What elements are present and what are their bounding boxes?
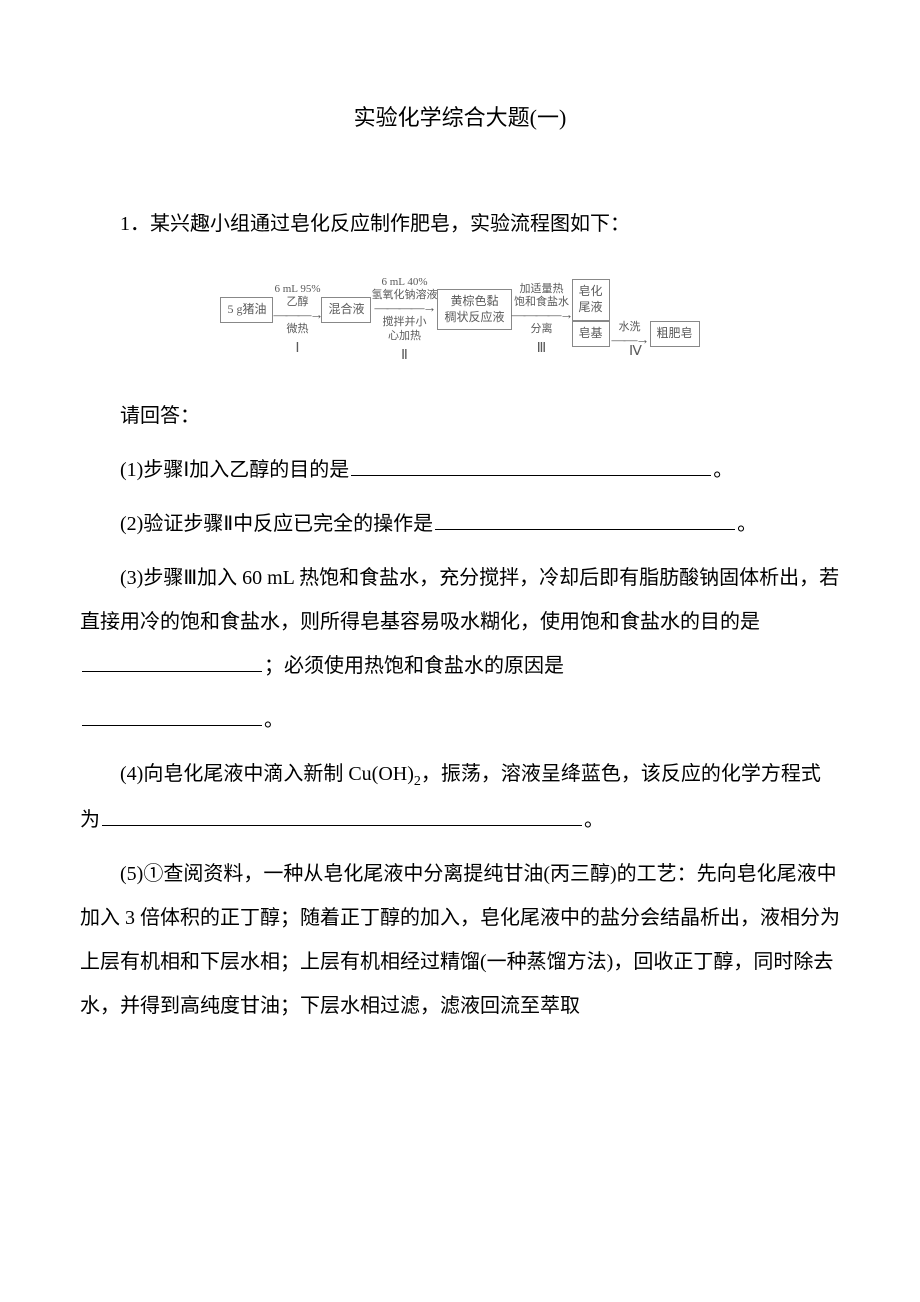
- flow-arrow-3-bottom: 分离: [531, 323, 553, 336]
- flow-col-1: 5 g猪油: [220, 297, 273, 343]
- flow-arrow-1: 6 mL 95% 乙醇 ———→ 微热: [273, 283, 321, 337]
- flow-arrow-1-mid: 乙醇: [286, 296, 308, 309]
- flow-arrow-4-label: 水洗: [619, 321, 641, 334]
- q4-post: 。: [584, 809, 604, 831]
- q3-line1: (3)步骤Ⅲ加入 60 mL 热饱和食盐水，充分搅拌，冷却后即有脂肪酸钠固体析出…: [80, 567, 839, 633]
- blank-field: [435, 529, 735, 530]
- flow-arrow-2: 6 mL 40% 氢氧化钠溶液 ————→ 搅拌并小 心加热: [371, 276, 437, 343]
- prompt-text: 请回答：: [80, 394, 840, 438]
- arrow-icon: ————→: [512, 309, 572, 323]
- flow-step-1: Ⅰ: [295, 340, 299, 357]
- flow-box-5: 粗肥皂: [650, 321, 700, 347]
- flow-step-spacer: [473, 334, 477, 350]
- q3-mid: ；必须使用热饱和食盐水的原因是: [264, 655, 564, 677]
- arrow-icon: ————→: [374, 302, 434, 316]
- flowchart-container: 5 g猪油 6 mL 95% 乙醇 ———→ 微热 Ⅰ 混合液 6 mL 40%…: [80, 276, 840, 364]
- page-title: 实验化学综合大题(一): [80, 100, 840, 132]
- flow-arrow-3-top: 加适量热: [520, 283, 564, 296]
- flow-step-4: Ⅳ: [629, 343, 642, 360]
- flow-arrow-2-col: 6 mL 40% 氢氧化钠溶液 ————→ 搅拌并小 心加热 Ⅱ: [371, 276, 437, 364]
- flow-box-4b: 皂基: [572, 321, 610, 347]
- question-5: (5)①查阅资料，一种从皂化尾液中分离提纯甘油(丙三醇)的工艺：先向皂化尾液中加…: [80, 852, 840, 1028]
- flow-col-3: 黄棕色黏 稠状反应液: [437, 289, 511, 350]
- flow-arrow-2-top: 6 mL 40%: [381, 276, 427, 289]
- blank-field: [102, 825, 582, 826]
- flow-split: 皂化 尾液 皂基 水洗 ——→ 粗肥皂: [572, 279, 700, 339]
- flow-arrow-1-bottom: 微热: [286, 323, 308, 336]
- flow-box-4a: 皂化 尾液: [572, 279, 610, 320]
- question-2: (2)验证步骤Ⅱ中反应已完全的操作是 。: [80, 502, 840, 546]
- q1-post: 。: [713, 459, 733, 481]
- blank-field: [82, 671, 262, 672]
- flow-split-top: 皂化 尾液: [572, 279, 700, 320]
- q4-sub: 2: [414, 774, 421, 789]
- flow-box-1: 5 g猪油: [220, 297, 273, 323]
- flow-arrow-2-bottom: 搅拌并小 心加热: [382, 316, 426, 342]
- flow-arrow-3-col: 加适量热 饱和食盐水 ————→ 分离 Ⅲ: [512, 283, 572, 358]
- flow-col-2: 混合液: [321, 297, 371, 343]
- flow-arrow-3: 加适量热 饱和食盐水 ————→ 分离: [512, 283, 572, 337]
- flow-step-spacer: [245, 327, 249, 343]
- blank-field: [82, 725, 262, 726]
- q2-pre: (2)验证步骤Ⅱ中反应已完全的操作是: [120, 513, 433, 535]
- flow-col-4: 皂化 尾液 皂基 水洗 ——→ 粗肥皂 Ⅳ: [572, 279, 700, 360]
- q1-pre: (1)步骤Ⅰ加入乙醇的目的是: [120, 459, 349, 481]
- flow-box-3: 黄棕色黏 稠状反应液: [437, 289, 511, 330]
- question-1: (1)步骤Ⅰ加入乙醇的目的是 。: [80, 448, 840, 492]
- flow-box-2: 混合液: [321, 297, 371, 323]
- question-3-cont: 。: [80, 698, 840, 742]
- flow-step-2: Ⅱ: [401, 347, 408, 364]
- flow-arrow-1-col: 6 mL 95% 乙醇 ———→ 微热 Ⅰ: [273, 283, 321, 358]
- q4-pre: (4)向皂化尾液中滴入新制 Cu(OH): [120, 763, 414, 785]
- flow-step-3: Ⅲ: [537, 340, 547, 357]
- q2-post: 。: [737, 513, 757, 535]
- flow-arrow-1-top: 6 mL 95%: [274, 283, 320, 296]
- blank-field: [351, 475, 711, 476]
- question-4: (4)向皂化尾液中滴入新制 Cu(OH)2，振荡，溶液呈绛蓝色，该反应的化学方程…: [80, 752, 840, 842]
- flow-arrow-3-mid: 饱和食盐水: [514, 296, 569, 309]
- intro-text: 1．某兴趣小组通过皂化反应制作肥皂，实验流程图如下：: [80, 202, 840, 246]
- arrow-icon: ———→: [273, 309, 321, 323]
- flow-step-spacer: [345, 327, 349, 343]
- q3-post: 。: [264, 709, 284, 731]
- question-3: (3)步骤Ⅲ加入 60 mL 热饱和食盐水，充分搅拌，冷却后即有脂肪酸钠固体析出…: [80, 556, 840, 688]
